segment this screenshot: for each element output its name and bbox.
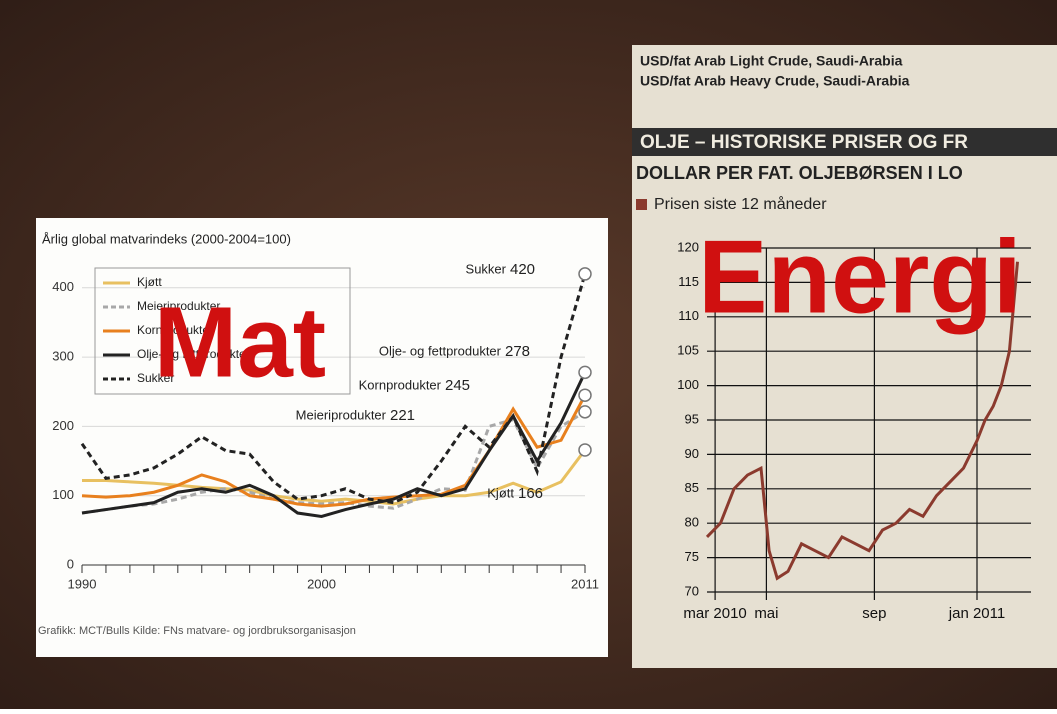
y-tick-label: 100	[52, 487, 74, 502]
end-label-name: Sukker	[466, 261, 507, 276]
y-tick-label: 85	[685, 480, 699, 495]
legend-label: Sukker	[137, 371, 174, 385]
end-label-name: Kjøtt	[487, 485, 514, 500]
chart-subtitle: DOLLAR PER FAT. OLJEBØRSEN I LO	[636, 163, 963, 183]
legend-box	[94, 267, 351, 395]
overlay-label: Mat	[154, 286, 326, 398]
legend-label: Olje- og fettprodukter	[137, 347, 250, 361]
end-label-name: Olje- og fettprodukter	[379, 343, 502, 358]
data-line	[705, 261, 1019, 581]
y-tick-label: 120	[677, 239, 699, 254]
end-label-value: 245	[445, 377, 470, 394]
end-label-name: Meieriprodukter	[296, 407, 387, 422]
legend-label: Kornprodukter	[137, 323, 213, 337]
x-tick-label: mai	[754, 605, 778, 622]
end-label-name: Kornprodukter	[359, 377, 442, 392]
x-tick-label: 2011	[571, 576, 599, 591]
header-line: USD/fat Arab Heavy Crude, Saudi-Arabia	[640, 73, 910, 89]
data-line	[82, 449, 587, 506]
header-line: USD/fat Arab Light Crude, Saudi-Arabia	[640, 53, 903, 69]
food-chart-panel	[36, 218, 608, 657]
y-tick-label: 75	[685, 549, 699, 564]
end-label-value: 420	[510, 261, 535, 278]
source: Grafikk: MCT/Bulls Kilde: FNs matvare- o…	[38, 625, 356, 637]
y-tick-label: 105	[677, 343, 699, 358]
data-line	[81, 410, 586, 515]
y-tick-label: 200	[52, 418, 74, 433]
y-tick-label: 110	[678, 308, 699, 323]
data-line	[80, 273, 587, 505]
end-label-value: 166	[518, 485, 543, 502]
chart-title: OLJE – HISTORISKE PRISER OG FR	[640, 132, 968, 153]
end-point	[578, 405, 592, 419]
end-label-value: 221	[390, 407, 415, 424]
end-point	[578, 388, 592, 402]
end-label-value: 278	[505, 343, 530, 360]
legend-swatch	[636, 199, 647, 210]
end-point	[578, 443, 592, 457]
x-tick-label: sep	[862, 605, 886, 622]
y-tick-label: 70	[685, 583, 699, 598]
y-tick-label: 80	[685, 515, 699, 530]
data-line	[81, 394, 587, 508]
x-tick-label: 1990	[68, 576, 97, 591]
y-tick-label: 90	[685, 446, 699, 461]
x-tick-label: 2000	[307, 576, 336, 591]
y-tick-label: 95	[685, 411, 699, 426]
y-tick-label: 115	[678, 274, 699, 289]
y-tick-label: 0	[67, 556, 74, 571]
overlay-label: Energi	[698, 219, 1022, 335]
y-tick-label: 300	[52, 349, 74, 364]
title-band	[632, 128, 1057, 156]
legend-label: Kjøtt	[137, 275, 162, 289]
legend-label: Meieriprodukter	[137, 299, 220, 313]
end-point	[578, 365, 592, 380]
y-tick-label: 100	[677, 377, 699, 392]
legend-label: Prisen siste 12 måneder	[654, 195, 827, 213]
y-tick-label: 400	[52, 279, 74, 294]
end-point	[578, 267, 592, 281]
x-tick-label: jan 2011	[948, 605, 1005, 622]
chart-title: Årlig global matvarindeks (2000-2004=100…	[42, 231, 291, 246]
x-tick-label: mar 2010	[683, 605, 746, 622]
